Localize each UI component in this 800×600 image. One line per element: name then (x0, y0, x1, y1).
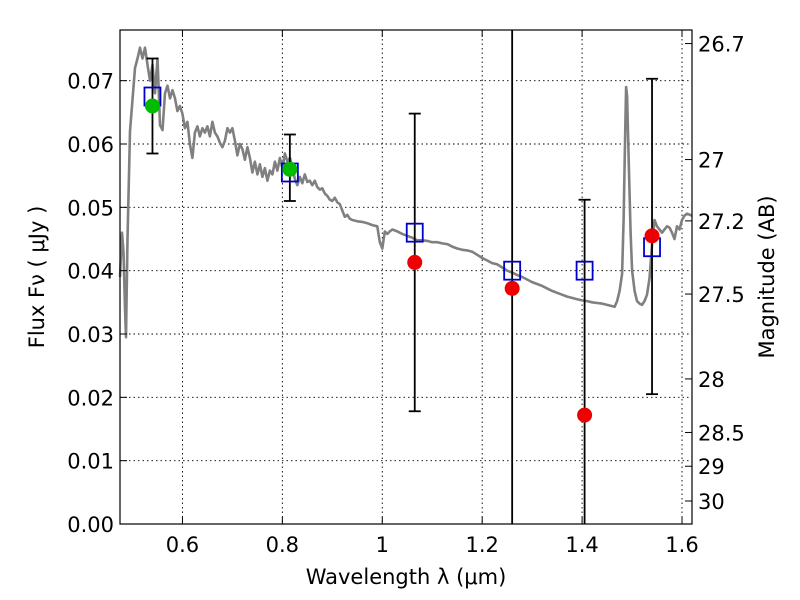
y-tick-label: 0.05 (67, 196, 114, 220)
right-tick-label: 30 (698, 490, 725, 514)
data-markers (143, 86, 661, 423)
x-axis-label: Wavelength λ (μm) (306, 565, 507, 589)
y-tick-label: 0.00 (67, 513, 114, 537)
y-tick-label: 0.03 (67, 323, 114, 347)
model-photometry-square (503, 260, 522, 281)
grid (120, 30, 692, 525)
x-tick-label: 1.4 (565, 533, 598, 557)
x-tick-label: 1.6 (665, 533, 698, 557)
near-ir-point (504, 280, 520, 296)
model-photometry-square (575, 260, 594, 281)
model-photometry-square (405, 222, 424, 243)
y-axis-label: Flux Fν ( μJy ) (25, 206, 49, 349)
right-tick-label: 26.7 (698, 33, 745, 57)
x-tick-label: 0.8 (266, 533, 299, 557)
x-tick-label: 1 (376, 533, 389, 557)
right-tick-label: 28.5 (698, 421, 745, 445)
spectrum-layer (118, 46, 693, 339)
x-tick-label: 1.2 (465, 533, 498, 557)
right-axis-label: Magnitude (AB) (755, 195, 779, 358)
optical-detection-point (144, 98, 160, 114)
axis-ticks: 0.6 0.8 1 1.2 1.4 1.6 0.00 0.01 0.02 0.03 0.04 0.05… (67, 30, 745, 557)
near-ir-point (577, 407, 593, 423)
right-tick-label: 27 (698, 149, 725, 173)
y-tick-label: 0.06 (67, 133, 114, 157)
x-tick-label: 0.6 (166, 533, 199, 557)
near-ir-point (407, 254, 423, 270)
right-tick-label: 27.5 (698, 283, 745, 307)
error-bars (146, 30, 659, 524)
y-tick-label: 0.04 (67, 260, 114, 284)
right-tick-label: 27.2 (698, 210, 745, 234)
near-ir-point (644, 228, 660, 244)
y-tick-label: 0.01 (67, 450, 114, 474)
y-tick-label: 0.02 (67, 386, 114, 410)
right-tick-label: 28 (698, 368, 725, 392)
y-tick-label: 0.07 (67, 70, 114, 94)
optical-detection-point (282, 161, 298, 177)
spectrum-line (118, 46, 693, 339)
plot-frame (119, 29, 693, 525)
right-tick-label: 29 (698, 455, 725, 479)
